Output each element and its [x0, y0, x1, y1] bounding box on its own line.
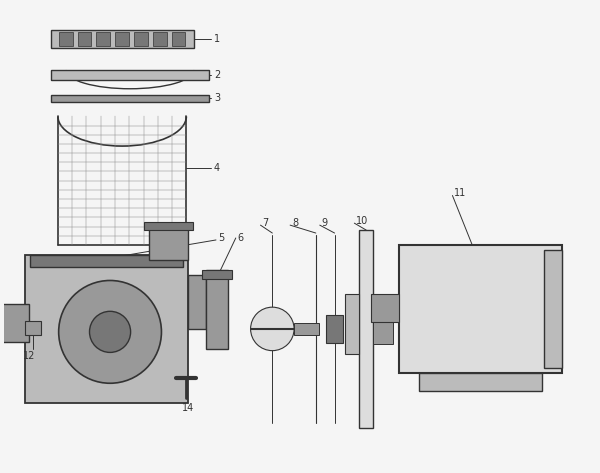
Bar	[294, 323, 319, 335]
Text: 10: 10	[356, 216, 368, 226]
Text: 2: 2	[214, 70, 220, 80]
Bar	[326, 315, 343, 343]
Text: 6: 6	[238, 233, 244, 243]
Text: 4: 4	[214, 163, 220, 173]
Bar	[25, 321, 41, 335]
Bar	[51, 70, 209, 80]
Bar	[134, 33, 148, 46]
Bar	[149, 225, 188, 260]
Circle shape	[89, 311, 131, 352]
Bar	[30, 255, 184, 267]
Circle shape	[251, 307, 294, 350]
Bar	[172, 33, 185, 46]
Bar	[51, 95, 209, 102]
Bar	[544, 250, 562, 368]
Bar	[25, 255, 188, 403]
Bar	[59, 33, 73, 46]
Bar	[373, 304, 393, 344]
Bar	[346, 294, 359, 354]
Bar	[115, 33, 129, 46]
Bar	[202, 270, 232, 280]
Bar	[0, 304, 29, 342]
Text: 7: 7	[262, 218, 269, 228]
Bar	[144, 222, 193, 230]
Bar	[97, 33, 110, 46]
Text: 1: 1	[214, 35, 220, 44]
Bar	[51, 30, 194, 48]
Text: 12: 12	[23, 350, 35, 360]
Bar	[359, 230, 373, 428]
Text: 3: 3	[214, 93, 220, 103]
Text: 8: 8	[292, 218, 298, 228]
Bar	[371, 294, 399, 322]
Bar	[77, 33, 91, 46]
Bar	[206, 270, 228, 349]
Polygon shape	[419, 373, 542, 391]
Text: 14: 14	[182, 403, 194, 413]
Text: 11: 11	[454, 187, 467, 198]
Bar	[399, 245, 562, 373]
Text: 5: 5	[218, 233, 224, 243]
Bar	[153, 33, 167, 46]
Text: 9: 9	[322, 218, 328, 228]
Bar	[188, 274, 206, 329]
Circle shape	[59, 280, 161, 383]
